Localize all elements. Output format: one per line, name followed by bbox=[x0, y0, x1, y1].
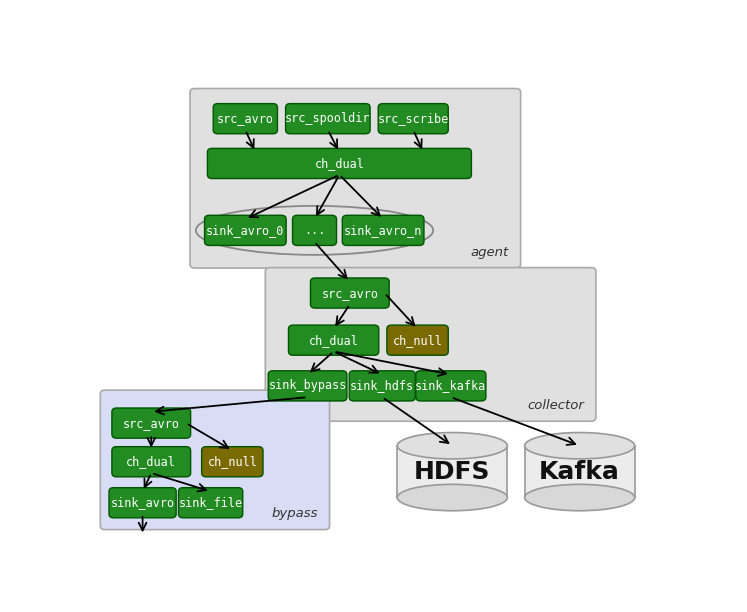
Text: sink_hdfs: sink_hdfs bbox=[350, 379, 415, 392]
Text: src_scribe: src_scribe bbox=[377, 112, 449, 125]
FancyBboxPatch shape bbox=[350, 371, 415, 401]
FancyBboxPatch shape bbox=[179, 488, 243, 518]
FancyBboxPatch shape bbox=[205, 215, 286, 245]
FancyBboxPatch shape bbox=[112, 447, 190, 477]
FancyBboxPatch shape bbox=[202, 447, 263, 477]
FancyBboxPatch shape bbox=[100, 390, 329, 529]
FancyBboxPatch shape bbox=[268, 371, 347, 401]
FancyBboxPatch shape bbox=[293, 215, 336, 245]
Text: agent: agent bbox=[471, 245, 509, 259]
FancyBboxPatch shape bbox=[190, 89, 521, 268]
Text: sink_kafka: sink_kafka bbox=[415, 379, 486, 392]
Ellipse shape bbox=[397, 484, 507, 511]
FancyBboxPatch shape bbox=[265, 267, 596, 421]
FancyBboxPatch shape bbox=[109, 488, 176, 518]
FancyBboxPatch shape bbox=[311, 278, 389, 308]
Text: sink_file: sink_file bbox=[179, 496, 243, 509]
Text: ...: ... bbox=[304, 224, 325, 237]
FancyBboxPatch shape bbox=[112, 408, 190, 438]
Text: collector: collector bbox=[527, 399, 584, 412]
Text: sink_avro_n: sink_avro_n bbox=[344, 224, 422, 237]
FancyBboxPatch shape bbox=[285, 103, 370, 134]
Bar bbox=[397, 446, 507, 498]
Text: HDFS: HDFS bbox=[414, 460, 491, 483]
FancyBboxPatch shape bbox=[288, 325, 379, 355]
Text: sink_avro_0: sink_avro_0 bbox=[206, 224, 285, 237]
Text: ch_null: ch_null bbox=[208, 455, 257, 468]
Text: ch_dual: ch_dual bbox=[309, 334, 359, 346]
Text: sink_avro: sink_avro bbox=[111, 496, 175, 509]
Text: src_avro: src_avro bbox=[123, 417, 180, 430]
Text: src_avro: src_avro bbox=[217, 112, 274, 125]
Text: src_avro: src_avro bbox=[321, 286, 378, 299]
Ellipse shape bbox=[524, 484, 635, 511]
Text: ch_null: ch_null bbox=[393, 334, 442, 346]
Ellipse shape bbox=[524, 433, 635, 459]
Text: sink_bypass: sink_bypass bbox=[268, 379, 347, 392]
Bar bbox=[524, 446, 635, 498]
FancyBboxPatch shape bbox=[208, 148, 471, 179]
Text: ch_dual: ch_dual bbox=[314, 157, 365, 170]
FancyBboxPatch shape bbox=[378, 103, 448, 134]
Text: src_spooldir: src_spooldir bbox=[285, 112, 371, 125]
Ellipse shape bbox=[397, 433, 507, 459]
Text: bypass: bypass bbox=[271, 507, 318, 520]
FancyBboxPatch shape bbox=[387, 325, 448, 355]
FancyBboxPatch shape bbox=[342, 215, 424, 245]
Text: Kafka: Kafka bbox=[539, 460, 620, 483]
FancyBboxPatch shape bbox=[416, 371, 486, 401]
FancyBboxPatch shape bbox=[213, 103, 277, 134]
Text: ch_dual: ch_dual bbox=[126, 455, 176, 468]
